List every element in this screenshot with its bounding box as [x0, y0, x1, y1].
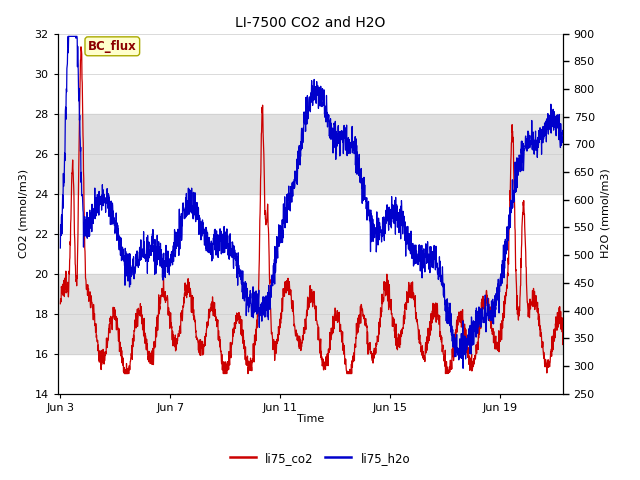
Title: LI-7500 CO2 and H2O: LI-7500 CO2 and H2O [236, 16, 385, 30]
Y-axis label: H2O (mmol/m3): H2O (mmol/m3) [600, 169, 611, 258]
Bar [58, 274, 563, 354]
Y-axis label: CO2 (mmol/m3): CO2 (mmol/m3) [19, 169, 29, 258]
Bar [58, 114, 563, 193]
Text: BC_flux: BC_flux [88, 40, 137, 53]
X-axis label: Time: Time [297, 414, 324, 424]
Legend: li75_co2, li75_h2o: li75_co2, li75_h2o [225, 447, 415, 469]
